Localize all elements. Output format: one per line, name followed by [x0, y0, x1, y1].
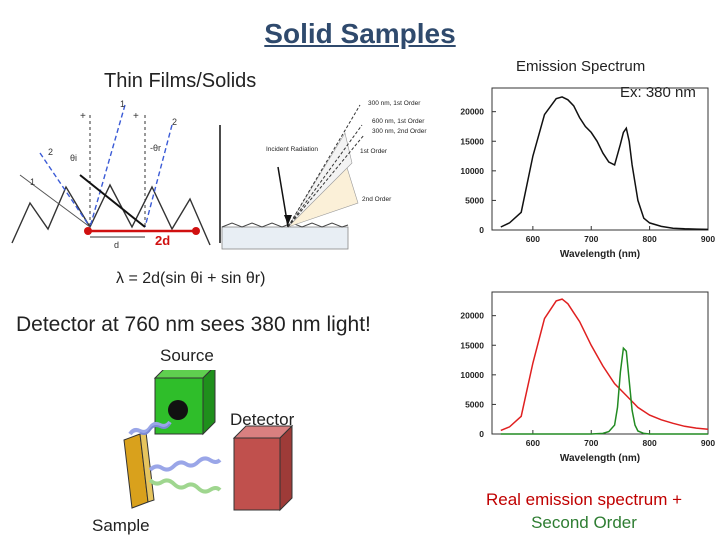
- y-tick-label: 5000: [465, 195, 484, 205]
- emission-spectrum-title: Emission Spectrum: [516, 58, 646, 75]
- x-tick-label: 800: [643, 438, 657, 448]
- incident-ray-1: [89, 104, 126, 228]
- page-title-text: Solid Samples: [264, 18, 456, 49]
- two-d-dot-left: [84, 227, 92, 235]
- caption-real-spectrum: Real emission spectrum +: [485, 490, 683, 509]
- emission-beam-green: [148, 478, 222, 494]
- order-ray-300-1: [287, 104, 361, 228]
- chart-frame: [491, 87, 709, 231]
- ray-label-2: 2: [172, 117, 177, 127]
- first-order-fan: [287, 132, 353, 228]
- emission-beam-blue: [148, 456, 222, 472]
- incident-arrowhead: [284, 215, 292, 225]
- x-tick-label: 600: [526, 234, 540, 244]
- grating-surface: [221, 222, 349, 228]
- x-tick-label: 700: [584, 234, 598, 244]
- label-300-second: 300 nm, 2nd Order: [372, 128, 427, 135]
- thin-films-subtitle: Thin Films/Solids: [104, 70, 257, 92]
- chart-frame: [491, 291, 709, 435]
- x-tick-label: 900: [701, 438, 715, 448]
- sample-label: Sample: [92, 516, 150, 535]
- diffracted-ray-2: [19, 174, 91, 228]
- x-tick-label: 900: [701, 234, 715, 244]
- y-tick-label: 5000: [465, 399, 484, 409]
- emission-chart-top: 0 5000 10000 15000 20000 600 700 800 900 Waveleng…: [460, 87, 715, 260]
- excitation-beam-inner: [139, 423, 171, 435]
- series-line-0: [500, 298, 709, 432]
- y-tick-label: 15000: [460, 340, 484, 350]
- plus-label-right: +: [133, 111, 139, 122]
- x-axis-label: Wavelength (nm): [560, 453, 640, 464]
- y-tick-label: 20000: [460, 107, 484, 117]
- x-tick-label: 700: [584, 438, 598, 448]
- series-line-1: [500, 346, 708, 435]
- spectrum-caption: Real emission spectrum + Second Order: [460, 488, 708, 534]
- optics-illustration: [123, 370, 294, 512]
- ray-label-1b: 1: [30, 177, 35, 187]
- d-label: d: [114, 240, 119, 250]
- diffraction-diagram: 1 2 + + θi -θr 2 1 d 2d Incident Radiati…: [11, 99, 427, 250]
- y-tick-label: 0: [479, 429, 484, 439]
- excitation-beam: [128, 420, 172, 436]
- y-tick-label: 20000: [460, 311, 484, 321]
- grating-profile: [11, 183, 211, 246]
- emission-chart-bottom: 0 5000 10000 15000 20000 600 700 800 900 Waveleng…: [460, 291, 715, 464]
- theta-i-label: θi: [70, 153, 77, 163]
- detector-cube-front: [233, 437, 281, 511]
- series-line-0: [500, 96, 709, 231]
- ray-label-2b: 2: [48, 147, 53, 157]
- grating-equation: λ = 2d(sin θi + sin θr): [116, 270, 266, 287]
- diffracted-ray-1: [39, 152, 91, 228]
- two-d-label: 2d: [155, 233, 170, 248]
- two-d-dot-right: [192, 227, 200, 235]
- plus-label-left: +: [80, 111, 86, 122]
- detector-statement: Detector at 760 nm sees 380 nm light!: [16, 313, 371, 336]
- y-tick-label: 10000: [460, 166, 484, 176]
- incident-radiation-label: Incident Radiation: [266, 146, 318, 153]
- y-tick-label: 0: [479, 225, 484, 235]
- page-title: Solid Samples: [0, 18, 720, 50]
- y-tick-label: 10000: [460, 370, 484, 380]
- x-tick-label: 600: [526, 438, 540, 448]
- label-first-order: 1st Order: [360, 148, 388, 155]
- label-300-first: 300 nm, 1st Order: [368, 100, 421, 107]
- detector-cube-side: [279, 424, 293, 512]
- grating-block: [221, 226, 349, 250]
- x-tick-label: 800: [643, 234, 657, 244]
- incident-ray-2: [144, 124, 173, 228]
- theta-r-label: -θr: [150, 143, 161, 153]
- detector-label: Detector: [230, 410, 295, 429]
- x-axis-label: Wavelength (nm): [560, 249, 640, 260]
- label-second-order: 2nd Order: [362, 196, 392, 203]
- label-600-first: 600 nm, 1st Order: [372, 118, 425, 125]
- order-ray-600-1: [287, 124, 363, 228]
- y-tick-label: 15000: [460, 136, 484, 146]
- caption-second-order: Second Order: [531, 513, 637, 532]
- source-cube-side: [202, 370, 216, 436]
- source-label: Source: [160, 346, 214, 365]
- source-aperture: [168, 400, 188, 420]
- incident-solid-ray: [79, 174, 146, 228]
- ray-label-1: 1: [120, 99, 125, 109]
